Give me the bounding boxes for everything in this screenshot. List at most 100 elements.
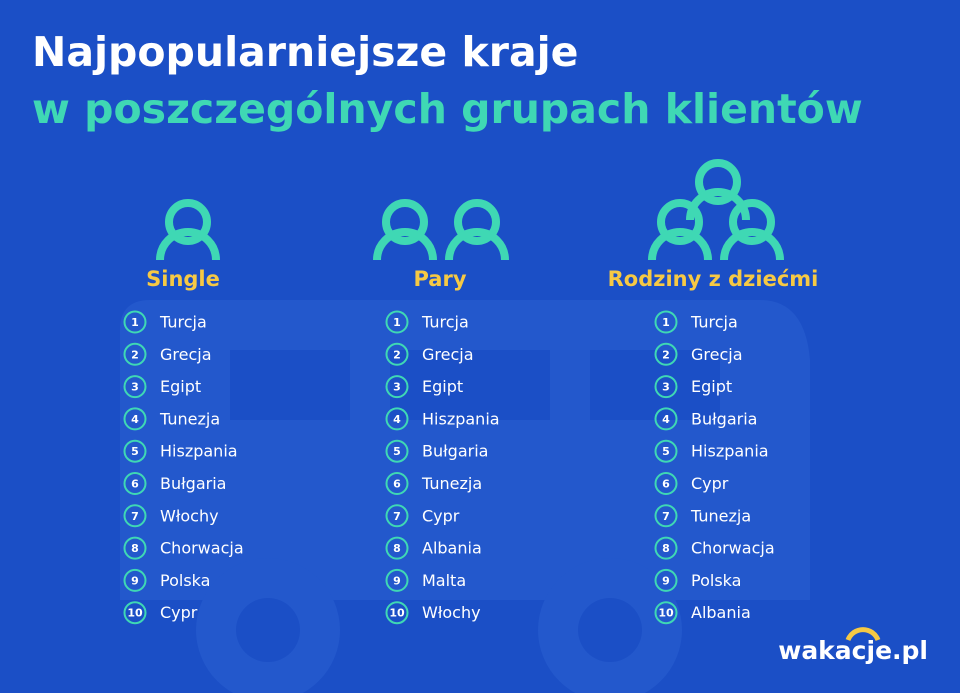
rank-badge (654, 472, 678, 495)
rank-badge (385, 407, 409, 431)
rank-badge (123, 342, 147, 366)
country: Tunezja (159, 409, 220, 428)
rank-number: 1 (131, 316, 139, 329)
rank-number: 3 (662, 381, 670, 394)
country: Polska (691, 571, 741, 590)
country: Włochy (422, 603, 481, 622)
rank-badge (385, 342, 409, 366)
logo: wakacje.pl (778, 636, 928, 665)
rank-badge (123, 407, 147, 431)
country: Albania (422, 539, 482, 558)
rank-badge (654, 601, 678, 625)
bus-windows (230, 350, 720, 662)
rank-number: 9 (393, 574, 401, 587)
rank-number: 1 (662, 316, 670, 329)
person-head (165, 199, 211, 245)
rank-badge (654, 536, 678, 560)
rank-badge (123, 310, 147, 334)
rank-badge (385, 472, 409, 495)
country: Egipt (691, 377, 732, 396)
country: Włochy (160, 506, 219, 525)
rank-badge (385, 439, 409, 463)
country: Turcja (159, 313, 207, 332)
rank-number: 7 (662, 510, 670, 523)
rank-badge (123, 375, 147, 399)
rank-number: 2 (393, 348, 401, 361)
rank-number: 8 (131, 542, 139, 555)
rank-badge (123, 439, 147, 463)
country: Grecja (422, 345, 474, 364)
country: Chorwacja (160, 539, 244, 558)
rank-number: 5 (662, 445, 670, 458)
group-name: Pary (413, 267, 466, 291)
rank-badge (385, 504, 409, 528)
rank-badge (385, 568, 409, 592)
country: Bułgaria (691, 409, 757, 428)
country: Turcja (421, 313, 469, 332)
rank-number: 4 (662, 413, 670, 426)
rank-number: 6 (393, 478, 401, 491)
country: Egipt (422, 377, 463, 396)
person-body (156, 228, 220, 261)
rank-number: 3 (131, 381, 139, 394)
person-head (729, 199, 775, 245)
country: Polska (160, 571, 210, 590)
group-name: Single (146, 267, 220, 291)
rank-badge (385, 601, 409, 625)
person-body (648, 228, 712, 261)
logo-arc (845, 627, 881, 642)
rank-badge (654, 310, 678, 334)
country: Bułgaria (160, 474, 226, 493)
rank-number: 5 (393, 445, 401, 458)
rank-number: 6 (662, 478, 670, 491)
country: Bułgaria (422, 442, 488, 461)
rank-number: 9 (131, 574, 139, 587)
country: Grecja (691, 345, 743, 364)
rank-badge (654, 439, 678, 463)
country: Tunezja (690, 506, 751, 525)
country: Albania (691, 603, 751, 622)
rank-number: 4 (131, 413, 139, 426)
person-body (373, 228, 437, 261)
rank-number: 6 (131, 478, 139, 491)
country: Malta (422, 571, 466, 590)
rank-number: 8 (393, 542, 401, 555)
person-head (657, 199, 703, 245)
rank-badge (123, 601, 147, 625)
title-line-2: w poszczególnych grupach klientów (32, 85, 863, 133)
rank-badge (123, 472, 147, 495)
rank-number: 7 (393, 510, 401, 523)
rank-number: 2 (662, 348, 670, 361)
country: Hiszpania (422, 409, 500, 428)
rank-badge (385, 375, 409, 399)
country: Grecja (160, 345, 212, 364)
rank-number: 1 (393, 316, 401, 329)
rank-badge (123, 504, 147, 528)
group-name: Rodziny z dziećmi (608, 267, 819, 291)
rank-badge (654, 504, 678, 528)
rank-badge (385, 536, 409, 560)
country: Tunezja (421, 474, 482, 493)
rank-badge (654, 568, 678, 592)
person-head (382, 199, 428, 245)
rank-number: 3 (393, 381, 401, 394)
rank-number: 10 (658, 607, 674, 620)
country: Turcja (690, 313, 738, 332)
icons (156, 159, 784, 261)
rank-number: 4 (393, 413, 401, 426)
rank-number: 2 (131, 348, 139, 361)
person-body (445, 228, 509, 261)
rank-badge (385, 310, 409, 334)
country: Egipt (160, 377, 201, 396)
country: Cypr (422, 506, 460, 525)
rank-number: 9 (662, 574, 670, 587)
rank-number: 7 (131, 510, 139, 523)
rank-number: 10 (127, 607, 143, 620)
rank-number: 5 (131, 445, 139, 458)
rank-number: 10 (389, 607, 405, 620)
rank-badge (123, 536, 147, 560)
rank-badge (123, 568, 147, 592)
country: Hiszpania (691, 442, 769, 461)
rank-badge (654, 342, 678, 366)
